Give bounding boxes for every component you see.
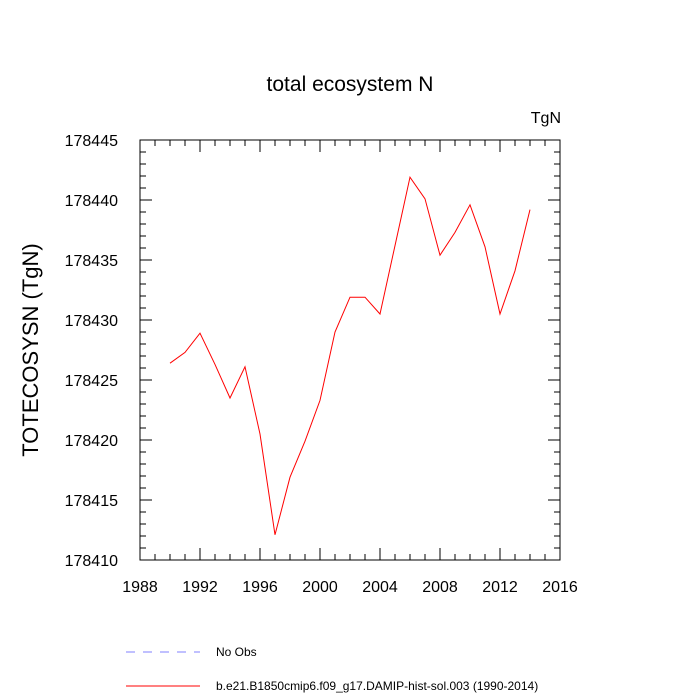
y-tick-labels: 178410 178415 178420 178425 178430 178435 1784… (65, 133, 118, 570)
plot-area (139, 139, 561, 561)
y-tick-label: 178410 (65, 553, 118, 570)
chart-title: total ecosystem N (267, 73, 434, 96)
y-tick-label: 178420 (65, 433, 118, 450)
y-tick-label: 178425 (65, 373, 118, 390)
legend: No Obs b.e21.B1850cmip6.f09_g17.DAMIP-his… (126, 645, 538, 693)
legend-label: b.e21.B1850cmip6.f09_g17.DAMIP-hist-sol.… (216, 679, 538, 693)
x-tick-label: 2016 (542, 579, 578, 596)
y-tick-label: 178435 (65, 253, 118, 270)
y-tick-label: 178415 (65, 493, 118, 510)
data-series (169, 175, 531, 535)
x-tick-label: 2000 (302, 579, 338, 596)
series-line (169, 175, 531, 535)
y-tick-label: 178440 (65, 193, 118, 210)
x-tick-labels: 1988 1992 1996 2000 2004 2008 2012 2016 (122, 579, 578, 596)
x-tick-label: 1996 (242, 579, 278, 596)
units-label: TgN (531, 110, 561, 127)
x-tick-label: 2004 (362, 579, 398, 596)
y-tick-label: 178445 (65, 133, 118, 150)
x-tick-label: 2012 (482, 579, 518, 596)
axis-ticks (139, 139, 561, 561)
x-tick-label: 2008 (422, 579, 458, 596)
x-tick-label: 1988 (122, 579, 158, 596)
legend-label: No Obs (216, 645, 257, 659)
y-axis-label: TOTECOSYSN (TgN) (18, 243, 43, 457)
x-tick-label: 1992 (182, 579, 218, 596)
y-tick-label: 178430 (65, 313, 118, 330)
